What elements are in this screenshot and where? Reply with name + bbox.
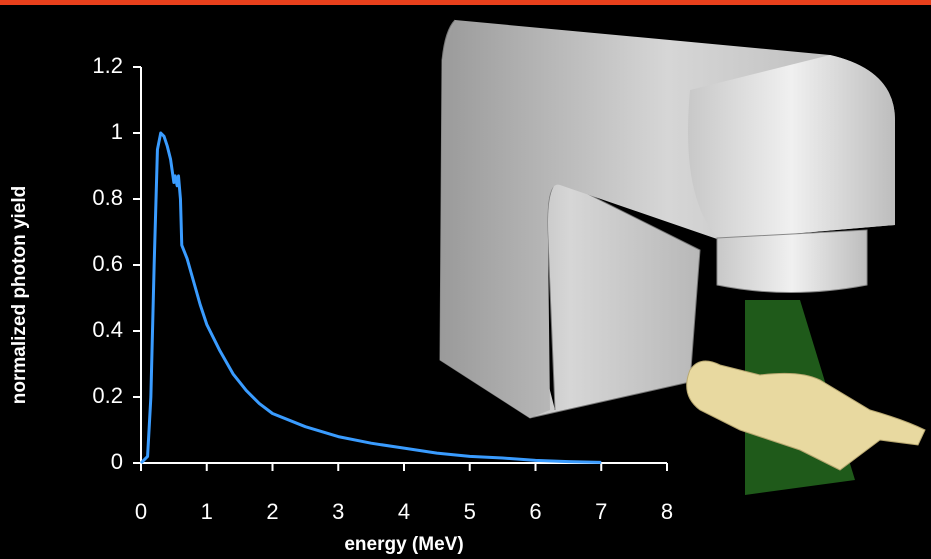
x-tick-label: 6 (529, 499, 541, 524)
collimator (717, 230, 867, 293)
x-tick-label: 3 (332, 499, 344, 524)
x-tick-label: 5 (464, 499, 476, 524)
gantry-head (688, 55, 895, 240)
x-tick-label: 2 (266, 499, 278, 524)
page: energy (MeV) normalized photon yield 0 0.… (0, 0, 931, 559)
y-tick-label: 0.6 (92, 251, 123, 276)
y-tick-label: 1.2 (92, 53, 123, 78)
x-tick-label: 7 (595, 499, 607, 524)
y-tick-label: 0 (111, 449, 123, 474)
y-tick-label: 0.8 (92, 185, 123, 210)
x-tick-label: 8 (661, 499, 673, 524)
x-axis-title: energy (MeV) (344, 534, 463, 555)
y-tick-label: 1 (111, 119, 123, 144)
y-tick-label: 0.4 (92, 317, 123, 342)
x-tick-label: 0 (135, 499, 147, 524)
y-axis-title: normalized photon yield (9, 186, 30, 405)
x-tick-label: 1 (201, 499, 213, 524)
chart: energy (MeV) normalized photon yield 0 0.… (0, 0, 931, 559)
top-strip (0, 0, 931, 5)
y-tick-label: 0.2 (92, 383, 123, 408)
x-tick-label: 4 (398, 499, 410, 524)
